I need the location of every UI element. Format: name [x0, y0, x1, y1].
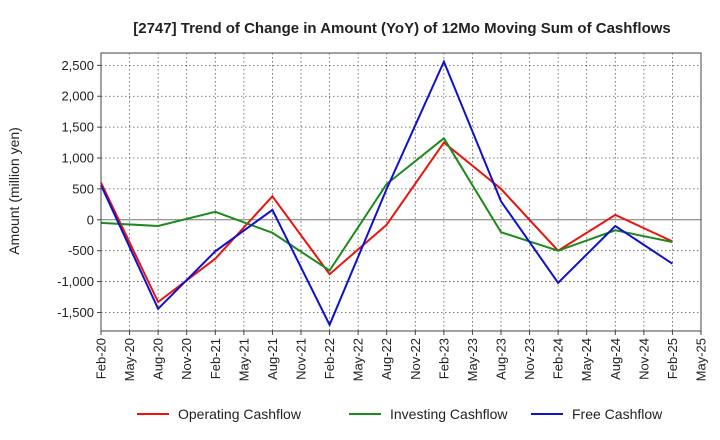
x-tick-label: May-21 — [236, 338, 251, 381]
y-axis-label: Amount (million yen) — [6, 127, 22, 255]
x-tick-label: Feb-25 — [665, 338, 680, 379]
x-tick-label: Nov-22 — [408, 338, 423, 380]
x-tick-label: Aug-20 — [151, 338, 166, 380]
x-tick-label: Aug-23 — [494, 338, 509, 380]
y-tick-label: -1,500 — [57, 305, 94, 320]
y-tick-label: 1,000 — [61, 151, 94, 166]
x-tick-label: Aug-24 — [608, 338, 623, 380]
y-tick-label: 2,000 — [61, 89, 94, 104]
series-line — [100, 136, 673, 272]
legend-label: Operating Cashflow — [178, 406, 302, 422]
plot-frame — [100, 52, 702, 332]
x-tick-label: Nov-21 — [294, 338, 309, 380]
x-tick-label: Feb-20 — [94, 338, 109, 379]
y-tick-label: -500 — [68, 243, 94, 258]
x-tick-label: Feb-21 — [208, 338, 223, 379]
y-tick-label: 2,500 — [61, 58, 94, 73]
x-tick-label: May-25 — [694, 338, 709, 381]
x-tick-label: May-20 — [122, 338, 137, 381]
legend-label: Free Cashflow — [572, 406, 663, 422]
y-tick-label: 500 — [72, 181, 94, 196]
chart-title: [2747] Trend of Change in Amount (YoY) o… — [133, 20, 671, 37]
x-tick-label: Feb-22 — [322, 338, 337, 379]
series-line — [100, 59, 673, 328]
y-tick-label: 0 — [87, 212, 94, 227]
x-tick-label: May-22 — [351, 338, 366, 381]
x-tick-label: Feb-24 — [551, 338, 566, 379]
series-line — [100, 141, 673, 304]
legend-label: Investing Cashflow — [390, 406, 508, 422]
x-tick-label: Aug-21 — [265, 338, 280, 380]
x-tick-label: May-23 — [465, 338, 480, 381]
x-tick-label: Nov-24 — [636, 338, 651, 380]
x-tick-label: Aug-22 — [379, 338, 394, 380]
x-tick-label: Feb-23 — [436, 338, 451, 379]
x-tick-label: Nov-23 — [522, 338, 537, 380]
x-tick-label: Nov-20 — [179, 338, 194, 380]
y-tick-label: -1,000 — [57, 274, 94, 289]
x-tick-label: May-24 — [579, 338, 594, 381]
y-tick-label: 1,500 — [61, 120, 94, 135]
